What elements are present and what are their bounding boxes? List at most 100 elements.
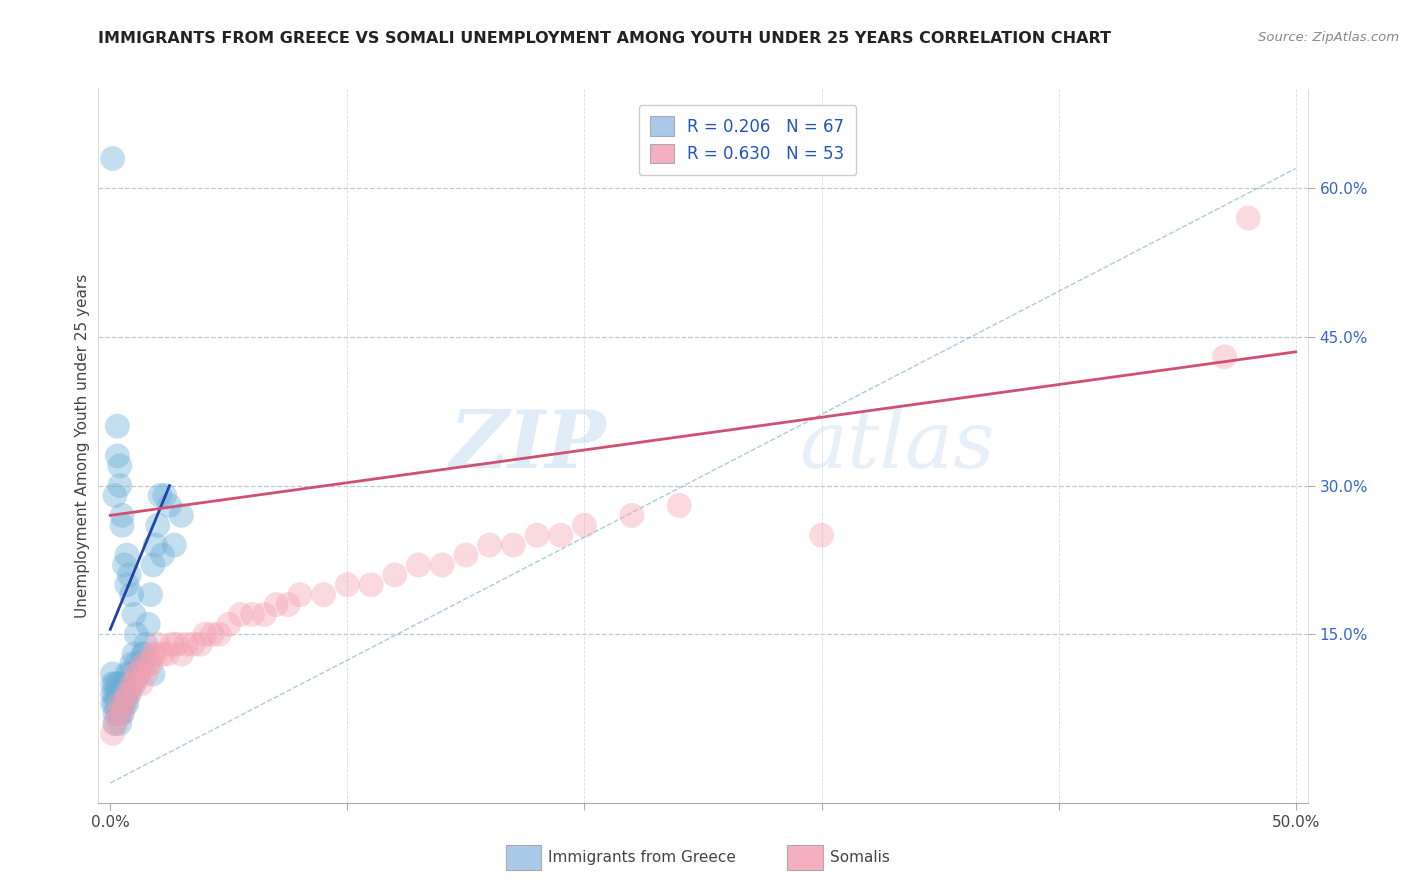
Point [108,458,131,473]
Y-axis label: Unemployment Among Youth under 25 years: Unemployment Among Youth under 25 years [75,274,90,618]
Text: Somalis: Somalis [830,850,890,864]
Point [277,598,299,612]
Point [1237,211,1260,225]
Point [146,518,169,533]
Point [181,637,204,651]
Point [146,637,169,651]
Point [115,687,138,701]
Point [115,548,138,562]
Point [135,667,157,681]
Point [104,716,127,731]
Point [620,508,643,523]
Point [121,657,143,671]
Point [105,419,128,434]
Point [118,667,141,681]
Point [114,558,136,572]
Point [132,647,155,661]
Point [118,687,141,701]
Point [136,657,159,671]
Point [208,627,231,641]
Point [111,687,134,701]
Point [810,528,832,542]
Point [105,697,128,711]
Point [101,726,124,740]
Point [143,647,166,661]
Point [108,478,131,492]
Point [108,687,131,701]
Text: Immigrants from Greece: Immigrants from Greece [548,850,737,864]
Point [149,489,172,503]
Point [194,627,217,641]
Point [229,607,252,622]
Point [114,697,136,711]
Point [114,677,136,691]
Point [101,677,124,691]
Legend: R = 0.206   N = 67, R = 0.630   N = 53: R = 0.206 N = 67, R = 0.630 N = 53 [638,104,856,175]
Point [122,647,145,661]
Point [190,637,212,651]
Point [101,697,124,711]
Point [105,706,128,721]
Point [111,508,134,523]
Point [550,528,572,542]
Point [111,518,134,533]
Point [135,637,157,651]
Point [125,657,148,671]
Point [142,647,165,661]
Point [312,588,335,602]
Point [108,677,131,691]
Point [478,538,501,552]
Point [153,489,176,503]
Point [104,716,127,731]
Point [264,598,287,612]
Point [104,697,127,711]
Point [122,677,145,691]
Point [360,578,382,592]
Point [104,687,127,701]
Point [115,667,138,681]
Point [121,588,143,602]
Point [574,518,596,533]
Point [105,687,128,701]
Point [160,637,183,651]
Point [129,677,152,691]
Point [384,567,406,582]
Point [159,499,181,513]
Text: atlas: atlas [800,408,995,484]
Point [108,706,131,721]
Point [121,677,143,691]
Text: IMMIGRANTS FROM GREECE VS SOMALI UNEMPLOYMENT AMONG YOUTH UNDER 25 YEARS CORRELA: IMMIGRANTS FROM GREECE VS SOMALI UNEMPLO… [98,31,1111,46]
Point [125,667,148,681]
Point [114,687,136,701]
Point [105,706,128,721]
Point [122,677,145,691]
Point [114,697,136,711]
Point [101,687,124,701]
Point [142,558,165,572]
Point [115,697,138,711]
Point [432,558,454,572]
Point [139,588,162,602]
Point [174,637,197,651]
Point [526,528,548,542]
Point [132,657,155,671]
Point [242,607,264,622]
Point [218,617,240,632]
Point [336,578,359,592]
Point [104,677,127,691]
Point [118,687,141,701]
Point [111,706,134,721]
Point [101,152,124,166]
Point [156,647,179,661]
Point [152,548,174,562]
Point [408,558,430,572]
Point [111,677,134,691]
Point [111,706,134,721]
Point [111,697,134,711]
Point [136,617,159,632]
Point [170,647,193,661]
Point [166,637,188,651]
Point [105,449,128,463]
Point [668,499,690,513]
Point [163,538,186,552]
